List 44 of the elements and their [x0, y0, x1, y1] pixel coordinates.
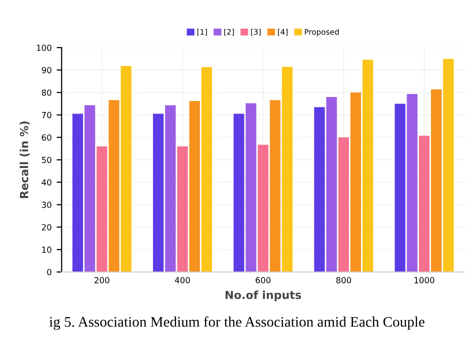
bar	[96, 146, 108, 272]
bar	[72, 114, 84, 272]
bar	[120, 66, 132, 272]
bar	[338, 137, 349, 272]
bar	[234, 114, 244, 272]
y-tick-label: 100	[36, 44, 52, 51]
bar	[153, 114, 164, 272]
bar	[406, 94, 418, 272]
bar	[84, 105, 96, 272]
x-tick-label: 1000	[414, 277, 434, 284]
bar	[431, 89, 442, 272]
bar	[189, 101, 200, 272]
x-tick-label: 400	[174, 277, 190, 284]
y-tick-label: 20	[42, 224, 52, 230]
bar	[362, 60, 374, 272]
bar	[270, 100, 280, 272]
y-tick-label: 0	[47, 268, 52, 276]
x-axis-title: No.of inputs	[226, 290, 302, 302]
bar	[314, 107, 325, 272]
bar	[165, 105, 176, 272]
bar	[443, 58, 454, 272]
y-tick-label: 70	[42, 112, 52, 118]
bar	[326, 96, 337, 272]
bar	[418, 136, 430, 272]
y-tick-label: 60	[42, 134, 52, 141]
y-tick-label: 50	[42, 156, 52, 164]
y-tick-label: 90	[42, 67, 52, 74]
y-tick-label: 40	[42, 179, 52, 186]
bar	[350, 92, 362, 272]
bar	[246, 103, 256, 272]
bar	[282, 66, 293, 272]
bar	[201, 67, 212, 272]
y-tick-label: 10	[42, 246, 52, 253]
text: ig 5. Association Medium for the Association amid Each Couple	[49, 316, 424, 330]
x-tick-label: 200	[94, 277, 110, 284]
x-tick-label: 800	[336, 277, 352, 284]
bar	[177, 146, 188, 272]
x-tick-label: 600	[256, 277, 270, 284]
y-tick-label: 30	[42, 202, 52, 208]
bar	[258, 144, 268, 272]
bar	[394, 104, 406, 272]
y-axis-title: Recall (in %)	[20, 121, 30, 198]
bar	[108, 100, 120, 272]
y-tick-label: 80	[42, 89, 52, 96]
